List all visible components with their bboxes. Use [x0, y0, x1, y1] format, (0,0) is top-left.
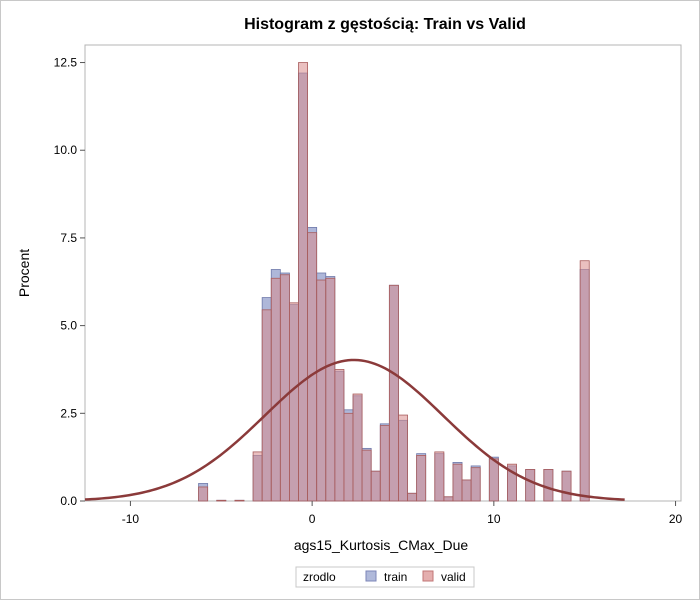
- y-tick-label: 5.0: [60, 319, 77, 333]
- bar-valid: [488, 458, 499, 502]
- bar-valid: [298, 62, 309, 502]
- x-tick-label: 10: [487, 512, 501, 526]
- bar-valid: [579, 260, 590, 502]
- bar-valid: [279, 274, 290, 502]
- bar-valid: [352, 393, 363, 502]
- bar-valid: [470, 467, 481, 502]
- y-tick-label: 0.0: [60, 494, 77, 508]
- y-tick-label: 12.5: [54, 56, 78, 70]
- bar-valid: [216, 499, 227, 502]
- bar-valid: [198, 486, 209, 502]
- x-axis: -10 0 10 20: [122, 501, 683, 526]
- series-valid: [198, 62, 590, 502]
- legend-label-train: train: [384, 570, 407, 584]
- bar-valid: [561, 470, 572, 502]
- chart-title: Histogram z gęstością: Train vs Valid: [244, 16, 526, 33]
- y-tick-label: 10.0: [54, 143, 78, 157]
- bar-valid: [507, 463, 517, 502]
- bar-valid: [416, 454, 427, 502]
- bar-valid: [316, 279, 327, 502]
- x-tick-label: 0: [309, 512, 316, 526]
- bar-valid: [388, 284, 399, 502]
- bar-valid: [270, 277, 281, 502]
- bar-valid: [543, 469, 554, 502]
- plot-area: [84, 44, 682, 502]
- y-tick-label: 2.5: [60, 406, 77, 420]
- bar-valid: [261, 309, 272, 502]
- legend-swatch-valid: [422, 570, 434, 582]
- bar-valid: [525, 469, 536, 502]
- y-tick-label: 7.5: [60, 231, 77, 245]
- y-axis-label: Procent: [16, 249, 32, 297]
- bar-valid: [361, 449, 372, 502]
- bar-valid: [334, 369, 345, 502]
- legend: zrodlo train valid: [295, 566, 475, 588]
- bar-valid: [452, 463, 463, 502]
- bar-valid: [398, 414, 408, 502]
- bar-valid: [434, 451, 445, 502]
- bar-valid: [289, 302, 299, 502]
- bar-valid: [370, 470, 381, 502]
- x-tick-label: 20: [669, 512, 683, 526]
- bar-valid: [343, 412, 354, 502]
- bar-valid: [461, 479, 472, 502]
- legend-label-valid: valid: [441, 570, 466, 584]
- bar-valid: [325, 277, 336, 502]
- legend-title: zrodlo: [303, 570, 336, 584]
- bar-valid: [407, 492, 418, 502]
- bar-valid: [252, 451, 263, 502]
- bars-layer: [198, 62, 590, 502]
- bar-valid: [379, 425, 390, 502]
- bar-valid: [234, 499, 245, 502]
- bar-valid: [307, 232, 318, 502]
- x-axis-label: ags15_Kurtosis_CMax_Due: [294, 537, 469, 553]
- density-curve: [84, 358, 625, 501]
- bar-valid: [443, 496, 454, 502]
- y-axis: 0.0 2.5 5.0 7.5 10.0 12.5: [54, 56, 85, 508]
- legend-swatch-train: [365, 570, 377, 582]
- x-tick-label: -10: [122, 512, 140, 526]
